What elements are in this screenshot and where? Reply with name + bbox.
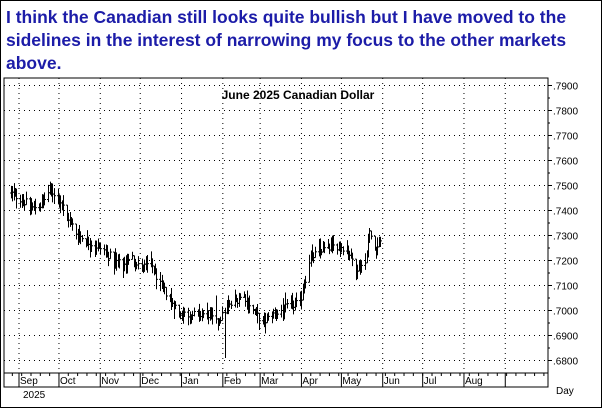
y-tick-label: .7100 — [553, 282, 578, 293]
y-tick-label: .7900 — [553, 82, 578, 93]
x-month-label: Nov — [101, 376, 119, 387]
month-axis-border — [3, 372, 549, 388]
y-tick-label: .7200 — [553, 257, 578, 268]
x-month-label: Sep — [20, 376, 38, 387]
x-month-label: Feb — [224, 376, 242, 387]
chart-title: June 2025 Canadian Dollar — [222, 88, 375, 102]
x-axis: Sep Oct Nov Dec Jan Feb Mar Apr May Jun Jul Aug — [11, 373, 545, 387]
x-month-label: Dec — [141, 376, 159, 387]
y-tick-label: .7000 — [553, 307, 578, 318]
x-month-label: Jan — [183, 376, 199, 387]
x-month-label: Apr — [302, 376, 318, 387]
y-tick-label: .7300 — [553, 232, 578, 243]
x-month-label: Aug — [465, 376, 483, 387]
grid — [4, 78, 548, 373]
y-tick-label: .6800 — [553, 357, 578, 368]
x-month-label: Oct — [60, 376, 76, 387]
y-tick-label: .7400 — [553, 207, 578, 218]
y-tick-label: .6900 — [553, 332, 578, 343]
x-axis-label: Day — [556, 386, 574, 397]
year-label: 2025 — [23, 390, 46, 401]
y-axis: .6800 .6900 .7000 .7100 .7200 .7300 .7400 .7500… — [548, 82, 578, 368]
y-tick-label: .7700 — [553, 132, 578, 143]
price-bars — [10, 181, 382, 358]
x-month-label: Jul — [424, 376, 437, 387]
x-month-label: Mar — [261, 376, 279, 387]
commentary-text: I think the Canadian still looks quite b… — [6, 7, 567, 73]
x-month-label: May — [342, 376, 361, 387]
x-month-label: Jun — [384, 376, 400, 387]
y-tick-label: .7500 — [553, 182, 578, 193]
plot-area-border — [3, 77, 549, 374]
y-tick-label: .7600 — [553, 157, 578, 168]
y-tick-label: .7800 — [553, 107, 578, 118]
